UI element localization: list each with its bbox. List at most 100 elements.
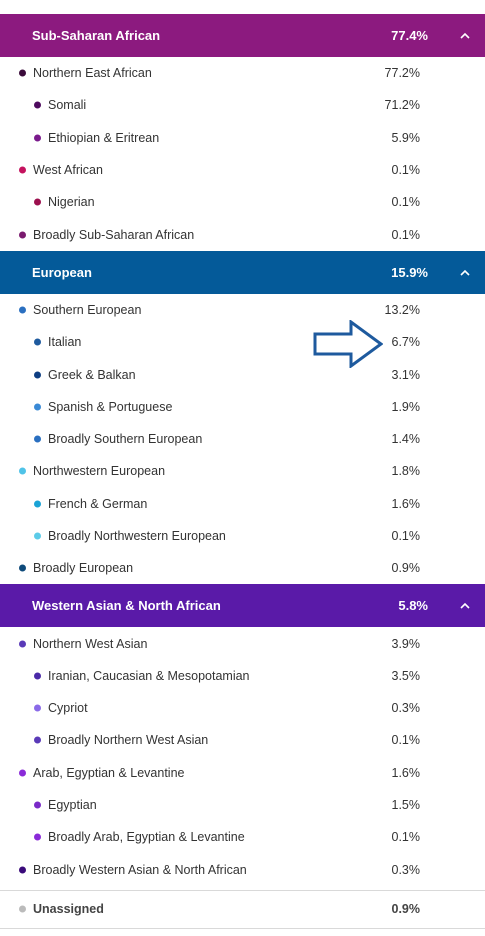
row-label: Greek & Balkan xyxy=(48,367,136,382)
row-label: Ethiopian & Eritrean xyxy=(48,130,160,145)
chevron-up-icon[interactable] xyxy=(445,265,485,280)
list-item: Broadly Sub-Saharan African 0.1% xyxy=(0,218,485,250)
color-dot-icon xyxy=(34,672,41,680)
list-item: Italian 6.7% xyxy=(0,326,485,358)
color-dot-icon xyxy=(19,866,26,874)
list-item: Spanish & Portuguese 1.9% xyxy=(0,391,485,423)
color-dot-icon xyxy=(34,435,41,443)
row-label: Somali xyxy=(48,98,87,113)
section-percentage: 77.4% xyxy=(391,28,428,43)
color-dot-icon xyxy=(34,801,41,809)
arrow-right-icon xyxy=(313,320,383,368)
section-percentage: 15.9% xyxy=(391,264,428,280)
row-value: 0.1% xyxy=(391,163,421,178)
row-label: Nigerian xyxy=(48,195,95,210)
list-item: Broadly Northwestern European 0.1% xyxy=(0,520,485,552)
row-value: 1.9% xyxy=(391,399,421,414)
color-dot-icon xyxy=(19,166,26,174)
color-dot-icon xyxy=(34,833,41,841)
row-label: Northern East African xyxy=(33,66,152,81)
row-label: Broadly European xyxy=(33,561,134,576)
list-item: West African 0.1% xyxy=(0,154,485,186)
row-value: 13.2% xyxy=(384,302,420,317)
list-item: Southern European 13.2% xyxy=(0,294,485,326)
row-value: 0.9% xyxy=(391,902,421,917)
color-dot-icon xyxy=(19,231,26,239)
color-dot-icon xyxy=(19,640,26,648)
row-value: 0.3% xyxy=(391,701,421,716)
section-rows-european: Southern European 13.2% Italian 6.7% Gre… xyxy=(0,294,485,585)
section-title: Western Asian & North African xyxy=(32,598,221,614)
row-value: 0.3% xyxy=(391,862,421,877)
row-label: Broadly Western Asian & North African xyxy=(33,862,247,877)
row-value: 6.7% xyxy=(391,335,421,350)
unassigned-row: Unassigned 0.9% xyxy=(0,889,485,929)
row-label: Cypriot xyxy=(48,701,88,716)
row-value: 5.9% xyxy=(391,130,421,145)
row-value: 0.1% xyxy=(391,529,421,543)
list-item: Somali 71.2% xyxy=(0,89,485,121)
list-item: Northern East African 77.2% xyxy=(0,57,485,89)
section-rows-western-asian-north-african: Northern West Asian 3.9% Iranian, Caucas… xyxy=(0,627,485,885)
section-header-western-asian-north-african[interactable]: Western Asian & North African 5.8% xyxy=(0,584,485,628)
list-item: Cypriot 0.3% xyxy=(0,692,485,724)
list-item: Ethiopian & Eritrean 5.9% xyxy=(0,122,485,154)
row-label: Broadly Arab, Egyptian & Levantine xyxy=(48,830,245,845)
color-dot-icon xyxy=(34,371,41,379)
row-label: Northern West Asian xyxy=(33,636,148,651)
list-item: Broadly Southern European 1.4% xyxy=(0,423,485,455)
color-dot-icon xyxy=(19,564,26,572)
row-label: Broadly Northwestern European xyxy=(48,529,226,543)
row-label: Broadly Southern European xyxy=(48,432,203,447)
list-item: Egyptian 1.5% xyxy=(0,789,485,821)
color-dot-icon xyxy=(19,769,26,777)
row-value: 1.5% xyxy=(391,798,421,813)
section-header-european[interactable]: European 15.9% xyxy=(0,250,485,294)
color-dot-icon xyxy=(19,306,26,314)
color-dot-icon xyxy=(34,532,41,540)
section-rows-sub-saharan-african: Northern East African 77.2% Somali 71.2%… xyxy=(0,57,485,251)
row-value: 0.1% xyxy=(391,830,421,845)
list-item: Greek & Balkan 3.1% xyxy=(0,358,485,390)
list-item: Northern West Asian 3.9% xyxy=(0,627,485,659)
color-dot-icon xyxy=(34,736,41,744)
color-dot-icon xyxy=(19,69,26,77)
row-value: 1.6% xyxy=(391,496,421,511)
row-value: 3.9% xyxy=(391,636,421,651)
section-percentage: 5.8% xyxy=(398,598,428,614)
row-label: Southern European xyxy=(33,302,142,317)
chevron-up-icon[interactable] xyxy=(445,28,485,43)
row-value: 1.8% xyxy=(391,464,421,479)
row-value: 0.1% xyxy=(391,227,421,242)
section-title: Sub-Saharan African xyxy=(32,28,161,43)
color-dot-icon xyxy=(34,134,41,142)
color-dot-icon xyxy=(34,338,41,346)
row-label: Egyptian xyxy=(48,798,97,813)
row-value: 0.1% xyxy=(391,195,421,210)
color-dot-icon xyxy=(34,101,41,109)
row-label: French & German xyxy=(48,496,148,511)
row-value: 71.2% xyxy=(384,98,420,113)
chevron-up-icon[interactable] xyxy=(445,598,485,613)
row-label: Spanish & Portuguese xyxy=(48,399,173,414)
list-item: Broadly Northern West Asian 0.1% xyxy=(0,724,485,756)
row-label: Broadly Northern West Asian xyxy=(48,733,209,748)
row-value: 0.1% xyxy=(391,733,421,748)
color-dot-icon xyxy=(34,403,41,411)
top-spacer xyxy=(0,0,485,14)
color-dot-icon xyxy=(34,704,41,712)
list-item: Northwestern European 1.8% xyxy=(0,455,485,487)
row-value: 77.2% xyxy=(384,66,420,81)
section-header-sub-saharan-african[interactable]: Sub-Saharan African 77.4% xyxy=(0,14,485,57)
list-item: Broadly European 0.9% xyxy=(0,552,485,584)
color-dot-icon xyxy=(34,198,41,206)
row-value: 3.1% xyxy=(391,367,421,382)
row-label: Iranian, Caucasian & Mesopotamian xyxy=(48,668,250,683)
color-dot-icon xyxy=(19,467,26,475)
color-dot-icon xyxy=(19,905,26,913)
row-value: 0.9% xyxy=(391,561,421,576)
row-value: 3.5% xyxy=(391,668,421,683)
list-item: Broadly Western Asian & North African 0.… xyxy=(0,854,485,886)
row-label: Arab, Egyptian & Levantine xyxy=(33,765,185,780)
row-label: Unassigned xyxy=(33,902,104,917)
